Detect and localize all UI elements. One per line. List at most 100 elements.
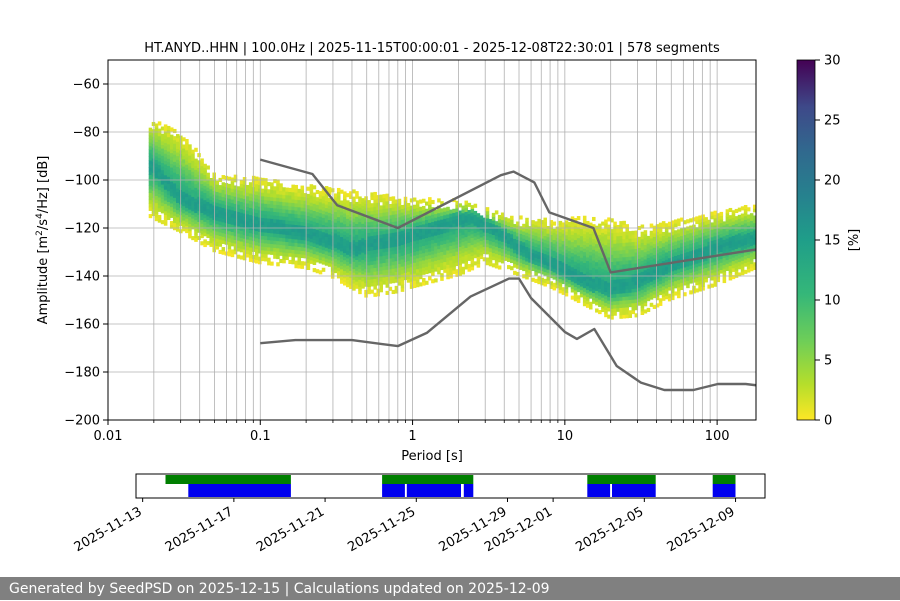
psd-density-cell	[400, 233, 405, 238]
psd-density-cell	[592, 288, 596, 294]
psd-density-cell	[258, 202, 262, 207]
psd-density-cell	[752, 265, 756, 270]
psd-density-cell	[552, 275, 557, 280]
psd-density-cell	[485, 232, 490, 237]
psd-density-cell	[415, 257, 420, 263]
psd-density-cell	[510, 226, 514, 231]
psd-density-cell	[163, 218, 168, 223]
psd-density-cell	[610, 315, 614, 320]
psd-density-cell	[564, 249, 569, 254]
psd-density-cell	[215, 209, 220, 214]
psd-density-cell	[254, 252, 259, 257]
psd-density-cell	[707, 234, 711, 239]
psd-density-cell	[367, 275, 371, 280]
psd-density-cell	[640, 274, 645, 279]
psd-density-cell	[358, 257, 362, 262]
psd-density-cell	[415, 261, 420, 266]
psd-density-cell	[373, 191, 377, 197]
psd-density-cell	[701, 232, 705, 237]
psd-density-cell	[267, 203, 271, 208]
psd-density-cell	[218, 221, 223, 226]
psd-density-cell	[370, 264, 374, 269]
psd-density-cell	[245, 195, 250, 200]
psd-density-cell	[318, 237, 323, 242]
psd-density-cell	[677, 232, 681, 238]
psd-density-cell	[203, 174, 207, 179]
psd-density-cell	[543, 278, 547, 283]
psd-density-cell	[740, 217, 745, 222]
psd-density-cell	[188, 162, 192, 167]
psd-density-cell	[746, 207, 751, 212]
psd-density-cell	[221, 182, 226, 187]
psd-density-cell	[166, 136, 171, 141]
psd-density-cell	[616, 286, 620, 291]
psd-density-cell	[461, 237, 465, 243]
psd-density-cell	[364, 264, 368, 269]
psd-density-cell	[197, 163, 201, 168]
psd-density-cell	[312, 246, 317, 251]
psd-density-cell	[188, 180, 192, 185]
psd-density-cell	[598, 292, 602, 297]
psd-density-cell	[148, 170, 153, 175]
psd-density-cell	[188, 155, 192, 160]
psd-density-cell	[385, 218, 390, 223]
psd-density-cell	[233, 239, 238, 244]
psd-density-cell	[440, 273, 444, 278]
psd-density-cell	[585, 260, 590, 265]
psd-density-cell	[458, 250, 462, 255]
psd-density-cell	[722, 260, 727, 266]
psd-density-cell	[154, 166, 159, 171]
psd-density-cell	[176, 198, 180, 203]
psd-density-cell	[707, 226, 711, 232]
psd-density-cell	[452, 251, 456, 257]
psd-density-cell	[346, 239, 350, 245]
psd-density-cell	[352, 264, 356, 270]
psd-density-cell	[631, 281, 636, 286]
psd-density-cell	[588, 236, 593, 242]
psd-density-cell	[157, 200, 162, 205]
psd-density-cell	[239, 201, 244, 206]
psd-density-cell	[710, 262, 714, 267]
psd-density-cell	[731, 235, 736, 240]
psd-density-cell	[652, 250, 657, 255]
psd-density-cell	[680, 235, 684, 240]
psd-density-cell	[176, 206, 180, 211]
psd-density-cell	[567, 279, 572, 284]
psd-density-cell	[324, 222, 329, 227]
psd-density-cell	[327, 230, 332, 235]
psd-density-cell	[182, 137, 186, 142]
psd-density-cell	[206, 187, 210, 192]
psd-density-cell	[397, 216, 402, 221]
psd-density-cell	[540, 245, 544, 250]
psd-density-cell	[294, 242, 298, 247]
psd-density-cell	[327, 262, 332, 267]
psd-density-cell	[349, 223, 353, 228]
psd-density-cell	[409, 227, 414, 232]
psd-density-cell	[667, 225, 672, 230]
psd-density-cell	[321, 228, 326, 233]
psd-density-cell	[592, 278, 596, 283]
psd-density-cell	[549, 241, 554, 246]
psd-density-cell	[336, 238, 341, 243]
psd-density-cell	[743, 212, 748, 217]
psd-density-cell	[194, 187, 198, 192]
psd-density-cell	[294, 224, 298, 229]
psd-density-cell	[576, 295, 581, 300]
psd-density-cell	[412, 280, 417, 285]
psd-density-cell	[303, 250, 308, 255]
psd-density-cell	[546, 240, 551, 245]
psd-density-cell	[674, 237, 678, 242]
psd-density-cell	[264, 199, 268, 204]
psd-density-cell	[364, 199, 368, 204]
psd-density-cell	[282, 234, 286, 239]
psd-density-cell	[191, 156, 195, 161]
psd-density-cell	[346, 229, 350, 234]
psd-density-cell	[267, 221, 271, 226]
psd-density-cell	[661, 221, 666, 226]
psd-density-cell	[558, 249, 563, 254]
psd-density-cell	[349, 194, 353, 199]
psd-density-cell	[494, 260, 499, 265]
psd-density-cell	[440, 201, 444, 206]
psd-density-cell	[749, 263, 754, 268]
psd-density-cell	[604, 273, 608, 278]
